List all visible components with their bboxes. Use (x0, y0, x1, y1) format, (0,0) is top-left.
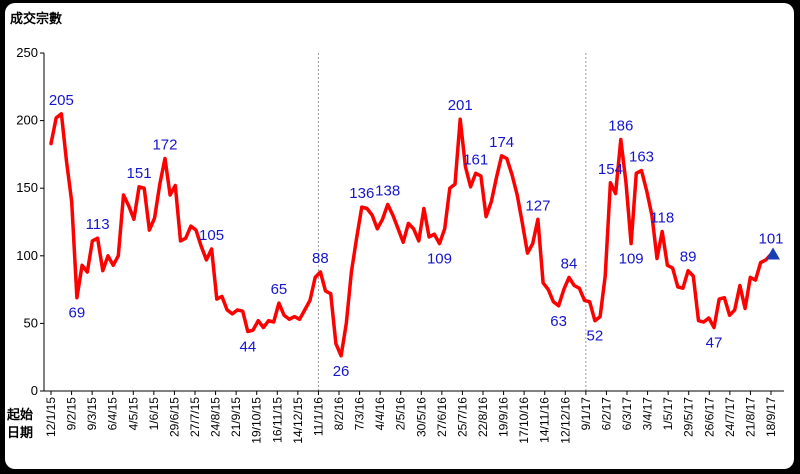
chart-card: 成交宗數 0 50 100 150 200 250 205 69 113 151 172 105 44… (5, 3, 794, 469)
data-label: 109 (427, 251, 452, 268)
end-triangle-marker (766, 247, 780, 260)
x-tick-label: 19/9/16 (497, 397, 511, 437)
x-tick-label: 2/5/16 (394, 397, 408, 431)
data-label: 138 (375, 182, 400, 199)
x-axis-label-line1: 起始 (6, 407, 33, 423)
x-tick-label: 1/6/15 (147, 397, 161, 431)
data-label: 109 (619, 251, 644, 268)
x-tick-label: 3/4/17 (641, 397, 655, 431)
x-tick-label: 8/2/16 (332, 397, 346, 431)
x-tick-label: 9/3/15 (85, 397, 99, 431)
x-tick-label: 16/11/15 (270, 397, 284, 443)
x-tick-label: 24/7/17 (723, 397, 737, 437)
x-tick-label: 12/1/15 (44, 397, 58, 437)
x-tick-label: 7/3/16 (353, 397, 367, 431)
data-label: 69 (69, 305, 86, 322)
series-line (49, 112, 773, 358)
data-label: 84 (561, 255, 578, 272)
x-tick-label: 27/6/16 (435, 397, 449, 437)
data-label: 88 (312, 250, 329, 267)
y-tick-label: 250 (16, 45, 38, 60)
x-tick-label: 17/10/16 (517, 397, 531, 444)
data-label: 118 (650, 209, 674, 226)
x-tick-label: 6/3/17 (620, 397, 634, 431)
x-tick-label: 4/5/15 (126, 397, 140, 431)
y-tick-label: 0 (31, 383, 38, 398)
x-tick-label: 30/5/16 (414, 397, 428, 437)
data-label: 161 (463, 151, 488, 168)
x-tick-label: 11/1/16 (311, 397, 325, 436)
y-tick-label: 200 (16, 113, 38, 128)
data-label: 201 (448, 97, 473, 114)
x-tick-label: 21/9/15 (229, 397, 243, 437)
data-label: 26 (333, 363, 350, 380)
x-tick-label: 19/10/15 (250, 397, 264, 444)
x-tick-label: 18/9/17 (764, 397, 778, 437)
data-label: 154 (598, 161, 623, 178)
data-label: 172 (152, 136, 177, 153)
data-label: 151 (127, 165, 152, 182)
data-label: 174 (489, 134, 514, 151)
data-label: 44 (239, 339, 256, 356)
x-tick-label: 4/4/16 (373, 397, 387, 431)
data-label: 163 (629, 149, 654, 166)
y-tick-label: 50 (24, 315, 38, 330)
x-tick-label: 25/7/16 (455, 397, 469, 437)
x-tick-label: 29/5/17 (682, 397, 696, 437)
x-tick-label: 6/4/15 (106, 397, 120, 431)
y-tick-label: 100 (16, 248, 38, 263)
x-tick-label: 12/12/16 (558, 397, 572, 444)
x-tick-label: 29/6/15 (167, 397, 181, 437)
data-label: 113 (86, 216, 110, 233)
x-tick-label: 24/8/15 (209, 397, 223, 437)
data-label: 186 (608, 118, 633, 135)
x-tick-label: 1/5/17 (661, 397, 675, 431)
x-tick-label: 9/1/17 (579, 397, 593, 431)
x-tick-label: 6/2/17 (599, 397, 613, 431)
data-label: 101 (758, 230, 783, 247)
x-axis-label-line2: 日期 (7, 426, 33, 441)
x-tick-label: 9/2/15 (65, 397, 79, 431)
x-tick-label: 22/8/16 (476, 397, 490, 437)
data-label: 63 (550, 313, 567, 330)
data-label: 65 (271, 281, 288, 298)
data-label: 127 (525, 197, 550, 214)
y-tick-label: 150 (16, 180, 38, 195)
x-tick-label: 14/12/15 (291, 397, 305, 444)
data-label: 89 (680, 249, 697, 266)
x-tick-label: 26/6/17 (702, 397, 716, 437)
x-tick-label: 21/8/17 (743, 397, 757, 437)
data-label: 105 (199, 227, 224, 244)
data-label: 52 (587, 328, 604, 345)
data-label: 47 (706, 334, 723, 351)
x-tick-label: 14/11/16 (538, 397, 552, 443)
x-tick-label: 27/7/15 (188, 397, 202, 437)
y-axis-label: 成交宗數 (10, 11, 62, 27)
data-label: 205 (49, 92, 74, 109)
data-label: 136 (349, 185, 374, 202)
